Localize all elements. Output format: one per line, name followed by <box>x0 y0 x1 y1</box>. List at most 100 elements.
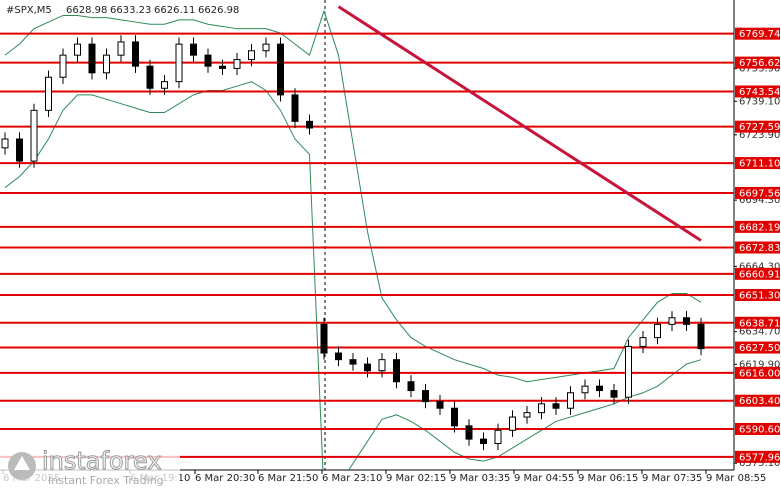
candle-body <box>291 94 299 122</box>
candle-body <box>422 390 429 403</box>
candle-body <box>552 403 560 409</box>
quote-value: 6626.98 <box>198 5 239 16</box>
candle-body <box>625 345 632 398</box>
candle-body <box>451 407 458 427</box>
watermark: instaforex Instant Forex Trading <box>0 444 180 489</box>
level-label: 6682.19 <box>739 222 780 233</box>
candle-body <box>175 43 183 83</box>
candle-body <box>494 429 502 445</box>
level-tag <box>735 56 780 69</box>
x-tick-label: 6 Mar 20:30 <box>195 473 255 484</box>
y-tick-label: 6664.30 <box>739 261 780 272</box>
candle-body <box>639 337 647 347</box>
candle-body <box>262 43 270 52</box>
candle-body <box>393 359 400 383</box>
candle-body <box>161 81 168 89</box>
candle-body <box>132 41 139 67</box>
level-label: 6672.83 <box>739 243 780 254</box>
x-tick-label: 9 Mar 03:35 <box>450 473 510 484</box>
level-tag <box>735 220 780 233</box>
candle-body <box>436 401 444 409</box>
chart-title: #SPX,M5 <box>6 5 52 16</box>
candle-body <box>697 323 705 350</box>
candle-body <box>204 54 212 67</box>
x-tick-label: 9 Mar 06:15 <box>578 473 638 484</box>
x-tick-label: 6 Mar 21:50 <box>258 473 318 484</box>
y-tick-label: 6634.70 <box>739 327 780 338</box>
candle-body <box>378 359 386 372</box>
candle-body <box>320 323 328 354</box>
candle-body <box>523 412 531 418</box>
candle-body <box>59 54 67 78</box>
watermark-logo-mark <box>14 456 30 470</box>
y-tick-label: 6739.10 <box>739 96 780 107</box>
candle-body <box>1 138 9 149</box>
level-tag <box>735 422 780 435</box>
quote-value: 6633.23 <box>110 5 151 16</box>
candle-body <box>364 363 371 372</box>
level-tag <box>735 241 780 254</box>
level-label: 6756.62 <box>739 58 780 69</box>
x-tick-label: 6 Mar 23:10 <box>322 473 382 484</box>
x-tick-label: 9 Mar 02:15 <box>386 473 446 484</box>
candle-body <box>30 109 38 162</box>
candle-body <box>146 65 154 89</box>
y-tick-label: 6619.90 <box>739 359 780 370</box>
candle-body <box>581 385 589 394</box>
candle-body <box>465 425 473 440</box>
candle-body <box>349 359 357 365</box>
candle-body <box>74 43 81 56</box>
level-label: 6660.91 <box>739 269 780 280</box>
y-tick-label: 6723.90 <box>739 130 780 141</box>
candle-body <box>654 323 661 339</box>
y-tick-label: 6694.30 <box>739 195 780 206</box>
candle-body <box>306 120 313 129</box>
candle-body <box>219 65 226 69</box>
candle-body <box>407 381 415 392</box>
level-label: 6638.71 <box>739 318 780 329</box>
level-tag <box>735 394 780 407</box>
candle-body <box>45 76 52 111</box>
level-label: 6769.74 <box>739 29 780 40</box>
y-tick-label: 6753.90 <box>739 64 780 75</box>
candle-body <box>668 317 676 325</box>
level-tag <box>735 186 780 199</box>
level-label: 6697.56 <box>739 188 780 199</box>
candle-body <box>103 54 110 74</box>
candle-body <box>683 317 690 325</box>
candle-body <box>233 59 241 69</box>
level-tag <box>735 157 780 170</box>
level-label: 6577.96 <box>739 452 780 463</box>
candle-body <box>117 41 125 56</box>
watermark-name: instaforex <box>42 447 162 475</box>
watermark-tagline: Instant Forex Trading <box>48 474 164 487</box>
x-tick-label: 9 Mar 08:55 <box>706 473 766 484</box>
candle-body <box>509 416 516 431</box>
level-tag <box>735 85 780 98</box>
level-tag <box>735 316 780 329</box>
level-tag <box>735 289 780 302</box>
level-label: 6603.40 <box>739 396 780 407</box>
candle-body <box>248 50 255 61</box>
candle-body <box>567 392 574 409</box>
level-label: 6743.54 <box>739 87 780 98</box>
level-tag <box>735 27 780 40</box>
candle-body <box>190 43 197 56</box>
level-tag <box>735 120 780 133</box>
level-label: 6711.10 <box>739 159 780 170</box>
candle-body <box>335 352 342 361</box>
y-tick-label: 6575.10 <box>739 458 780 469</box>
level-label: 6590.60 <box>739 424 780 435</box>
candle-body <box>277 43 284 96</box>
level-tag <box>735 341 780 354</box>
plot-area <box>0 5 734 470</box>
candle-body <box>538 403 545 414</box>
band-lower <box>4 81 702 470</box>
level-tag <box>735 267 780 280</box>
quote-value: 6628.98 <box>66 5 107 16</box>
level-tag <box>735 366 780 379</box>
level-tag <box>735 450 780 463</box>
level-label: 6627.50 <box>739 343 780 354</box>
